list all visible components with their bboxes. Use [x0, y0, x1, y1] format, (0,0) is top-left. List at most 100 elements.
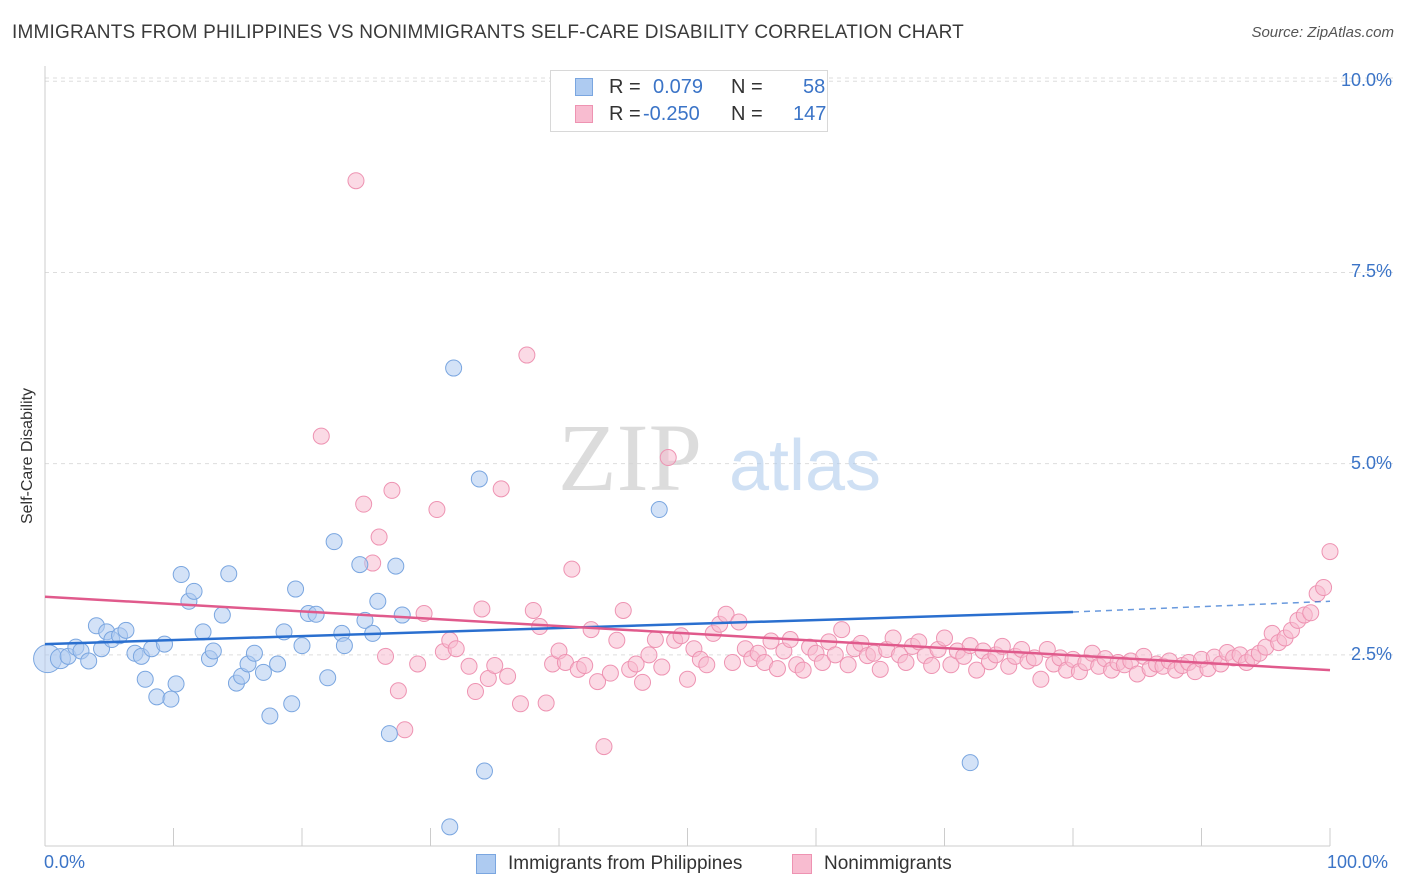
nonimmigrant-point	[871, 660, 889, 678]
legend-n-value: 58	[803, 75, 826, 98]
philippines-point	[261, 707, 279, 725]
legend-n-label: N =	[731, 102, 763, 125]
nonimmigrant-point	[1315, 579, 1333, 597]
source-label: Source: ZipAtlas.com	[1251, 24, 1394, 41]
nonimmigrant-point	[537, 694, 555, 712]
legend-n-value: 147	[793, 102, 827, 125]
philippines-point	[325, 533, 343, 551]
philippines-point	[148, 688, 166, 706]
philippines-point	[80, 652, 98, 670]
nonimmigrant-point	[627, 655, 645, 673]
nonimmigrant-point	[589, 673, 607, 691]
philippines-point	[335, 637, 353, 655]
philippines-point	[162, 690, 180, 708]
nonimmigrant-point	[518, 346, 536, 364]
nonimmigrant-point	[923, 657, 941, 675]
philippines-point	[351, 556, 369, 574]
philippines-point	[393, 606, 411, 624]
bottom-legend-label: Nonimmigrants	[824, 853, 952, 874]
philippines-point	[475, 762, 493, 780]
bottom-legend-label: Immigrants from Philippines	[508, 853, 743, 874]
nonimmigrant-point	[698, 656, 716, 674]
legend-row-nonimmigrants: R = -0.250 N = 147	[575, 102, 827, 126]
nonimmigrant-point	[312, 427, 330, 445]
nonimmigrant-point	[370, 528, 388, 546]
philippines-point	[650, 501, 668, 519]
nonimmigrant-point	[646, 631, 664, 649]
philippines-point	[387, 557, 405, 575]
legend-r-value: 0.079	[653, 75, 704, 98]
nonimmigrant-point	[383, 481, 401, 499]
philippines-point	[470, 470, 488, 488]
nonimmigrant-point	[839, 656, 857, 674]
nonimmigrant-point	[460, 657, 478, 675]
legend-r-value: -0.250	[643, 102, 700, 125]
bottom-legend-swatch-pink	[792, 854, 812, 874]
philippines-point	[269, 655, 287, 673]
y-tick-label: 5.0%	[1350, 452, 1392, 473]
nonimmigrant-point	[1302, 604, 1320, 622]
philippines-point	[194, 623, 212, 641]
philippines-point	[254, 663, 272, 681]
nonimmigrant-point	[486, 657, 504, 675]
nonimmigrant-point	[640, 646, 658, 664]
philippines-point	[245, 644, 263, 662]
chart-title: IMMIGRANTS FROM PHILIPPINES VS NONIMMIGR…	[12, 22, 964, 43]
correlation-legend: R = 0.079 N = 58 R = -0.250 N = 147	[550, 70, 828, 132]
philippines-point	[156, 635, 174, 653]
nonimmigrant-point	[563, 560, 581, 578]
nonimmigrants-trendline	[44, 595, 1331, 672]
watermark: ZIP atlas	[558, 404, 881, 511]
watermark-zip: ZIP	[558, 404, 702, 511]
bottom-legend-philippines: Immigrants from Philippines	[476, 852, 742, 876]
nonimmigrant-point	[447, 640, 465, 658]
philippines-point	[283, 695, 301, 713]
nonimmigrant-point	[428, 501, 446, 519]
philippines-point	[307, 605, 325, 623]
philippines-point	[369, 592, 387, 610]
nonimmigrant-point	[826, 646, 844, 664]
nonimmigrant-point	[833, 621, 851, 639]
trendlines	[44, 595, 1331, 672]
y-tick-label: 7.5%	[1350, 261, 1392, 282]
nonimmigrant-point	[377, 647, 395, 665]
nonimmigrant-point	[524, 601, 542, 619]
nonimmigrant-point	[659, 449, 677, 467]
axes	[44, 66, 1331, 847]
philippines-trendline-extension	[1072, 600, 1331, 613]
nonimmigrant-point	[936, 629, 953, 647]
legend-n-label: N =	[731, 75, 763, 98]
gridlines	[45, 77, 1393, 656]
philippines-point	[319, 669, 337, 687]
philippines-point	[167, 675, 185, 693]
nonimmigrant-point	[409, 655, 427, 673]
philippines-point	[293, 637, 311, 655]
nonimmigrant-point	[492, 480, 510, 498]
nonimmigrant-point	[794, 661, 812, 679]
y-tick-label: 10.0%	[1340, 70, 1392, 91]
legend-swatch-pink	[575, 105, 593, 123]
nonimmigrant-point	[723, 653, 741, 671]
nonimmigrant-point	[473, 600, 491, 618]
nonimmigrant-point	[511, 695, 529, 713]
legend-swatch-blue	[575, 78, 593, 96]
nonimmigrants-points	[312, 172, 1339, 756]
legend-r-label: R =	[609, 102, 641, 125]
y-axis-label: Self-Care Disability	[19, 387, 36, 525]
y-tick-label: 2.5%	[1350, 643, 1392, 664]
nonimmigrant-point	[634, 673, 652, 691]
nonimmigrant-point	[466, 683, 484, 701]
nonimmigrant-point	[576, 657, 594, 675]
philippines-point	[380, 725, 398, 743]
nonimmigrant-point	[1321, 543, 1339, 561]
philippines-point	[136, 670, 154, 688]
philippines-point	[287, 580, 305, 598]
nonimmigrant-point	[499, 667, 517, 685]
nonimmigrant-point	[347, 172, 365, 190]
philippines-point	[445, 359, 463, 377]
nonimmigrant-point	[389, 682, 407, 700]
nonimmigrant-point	[396, 721, 414, 739]
nonimmigrant-point	[653, 658, 671, 676]
legend-row-philippines: R = 0.079 N = 58	[575, 75, 825, 99]
